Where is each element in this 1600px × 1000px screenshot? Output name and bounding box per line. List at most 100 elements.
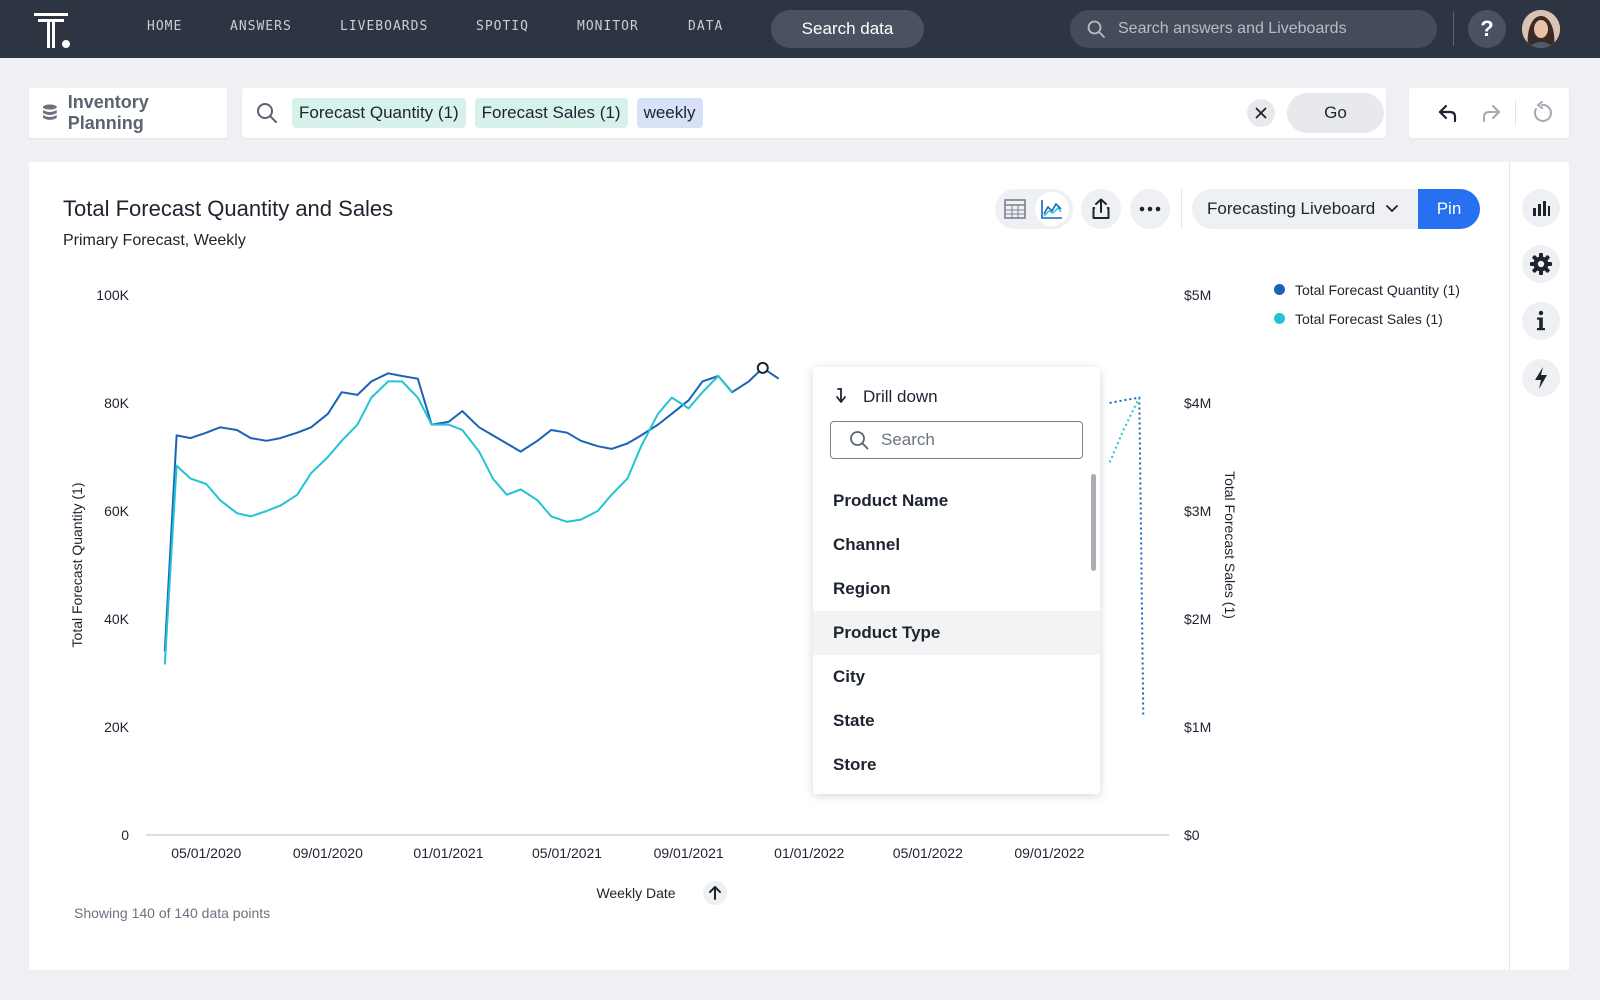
drill-down-title: Drill down — [863, 387, 938, 406]
spotiq-insights-button[interactable] — [1522, 359, 1560, 397]
y-tick-label: 60K — [104, 503, 130, 519]
x-tick-label: 09/01/2020 — [293, 845, 363, 861]
search-icon — [1087, 20, 1105, 38]
nav-spotiq[interactable]: SPOTIQ — [476, 19, 529, 34]
y2-tick-label: $0 — [1184, 827, 1200, 843]
y-tick-label: 100K — [96, 287, 129, 303]
help-button[interactable]: ? — [1468, 10, 1506, 48]
nav-liveboards[interactable]: LIVEBOARDS — [340, 19, 429, 34]
data-source-selector[interactable]: Inventory Planning — [29, 88, 227, 138]
more-options-button[interactable] — [1130, 189, 1170, 229]
search-token-weekly[interactable]: weekly — [636, 98, 703, 128]
share-button[interactable] — [1081, 189, 1121, 229]
legend-item-quantity[interactable]: Total Forecast Quantity (1) — [1274, 275, 1460, 304]
table-view-icon[interactable] — [1003, 197, 1027, 221]
y-tick-label: 40K — [104, 611, 130, 627]
answer-card: Total Forecast Quantity and Sales Primar… — [29, 162, 1509, 970]
nav-answers[interactable]: ANSWERS — [230, 19, 292, 34]
drill-search-input[interactable] — [881, 430, 1061, 450]
global-search-input[interactable] — [1118, 20, 1418, 38]
y-tick-label: 20K — [104, 719, 130, 735]
line-chart[interactable]: 0 20K 40K 60K 80K 100K $0 $1M $2M $3M $4M $5M 05/01/… — [29, 162, 1269, 922]
nav-monitor[interactable]: MONITOR — [577, 19, 639, 34]
drill-item-product-name[interactable]: Product Name — [833, 491, 949, 510]
projected-line-sales — [1108, 397, 1141, 463]
x-tick-label: 05/01/2021 — [532, 845, 602, 861]
chevron-down-icon — [1386, 205, 1399, 212]
search-token-forecast-quantity[interactable]: Forecast Quantity (1) — [292, 98, 466, 128]
legend-swatch-quantity — [1274, 284, 1285, 295]
info-button[interactable] — [1522, 302, 1560, 340]
line-chart-icon — [1041, 200, 1062, 219]
x-tick-label: 05/01/2020 — [171, 845, 241, 861]
undo-icon[interactable] — [1436, 101, 1460, 125]
avatar-image — [1522, 10, 1560, 48]
liveboard-selector[interactable]: Forecasting Liveboard — [1192, 189, 1418, 229]
history-controls — [1409, 88, 1569, 138]
user-avatar[interactable] — [1522, 10, 1560, 48]
go-button[interactable]: Go — [1287, 93, 1384, 133]
drill-item-channel[interactable]: Channel — [833, 535, 901, 554]
data-points-count: Showing 140 of 140 data points — [74, 905, 271, 921]
lightning-icon — [1535, 367, 1547, 389]
drill-item-city[interactable]: City — [833, 667, 866, 686]
drill-item-region[interactable]: Region — [833, 579, 891, 598]
projected-line-quantity — [1109, 396, 1145, 717]
answer-subtitle: Primary Forecast, Weekly — [63, 232, 246, 249]
x-axis-title: Weekly Date — [596, 885, 675, 901]
global-search-box[interactable] — [1070, 10, 1437, 48]
share-icon — [1092, 198, 1110, 219]
drill-list-scrollbar[interactable] — [1091, 474, 1096, 571]
y2-tick-label: $1M — [1184, 719, 1211, 735]
drill-down-header: Drill down — [835, 387, 938, 407]
history-divider — [1515, 100, 1516, 126]
bar-chart-icon — [1533, 201, 1550, 216]
y2-tick-label: $3M — [1184, 503, 1211, 519]
clear-search-button[interactable] — [1247, 99, 1275, 127]
thoughtspot-logo[interactable] — [32, 11, 72, 49]
chart-type-button[interactable] — [1522, 189, 1560, 227]
right-side-rail — [1509, 162, 1569, 970]
toolbar-divider — [1181, 189, 1182, 229]
x-tick-label: 09/01/2021 — [654, 845, 724, 861]
reset-icon[interactable] — [1530, 101, 1554, 125]
search-icon — [257, 103, 277, 123]
chart-view-button[interactable] — [1035, 192, 1069, 226]
y2-tick-label: $4M — [1184, 395, 1211, 411]
drill-item-product-type[interactable]: Product Type — [813, 611, 1100, 655]
pin-button[interactable]: Pin — [1418, 189, 1480, 229]
info-icon — [1537, 310, 1545, 331]
drill-item-state[interactable]: State — [833, 711, 875, 730]
nav-data[interactable]: DATA — [688, 19, 724, 34]
drill-down-arrow-icon — [836, 388, 846, 403]
search-token-forecast-sales[interactable]: Forecast Sales (1) — [474, 98, 628, 128]
data-source-name: Inventory Planning — [67, 92, 149, 133]
y2-tick-label: $5M — [1184, 287, 1211, 303]
view-toggle — [995, 189, 1073, 229]
selected-data-point — [756, 361, 769, 374]
x-tick-label: 01/01/2021 — [413, 845, 483, 861]
y-tick-label: 80K — [104, 395, 130, 411]
legend-label-sales: Total Forecast Sales (1) — [1295, 310, 1443, 327]
legend-item-sales[interactable]: Total Forecast Sales (1) — [1274, 304, 1460, 333]
answer-title[interactable]: Total Forecast Quantity and Sales — [63, 196, 394, 221]
more-icon — [1139, 206, 1161, 212]
legend-label-quantity: Total Forecast Quantity (1) — [1295, 281, 1460, 298]
drill-item-store[interactable]: Store — [833, 755, 877, 774]
drill-down-menu: Drill down Product Name Channel Region P… — [813, 367, 1100, 794]
redo-icon[interactable] — [1479, 101, 1503, 125]
y-axis-title: Total Forecast Quantity (1) — [69, 483, 85, 648]
y2-tick-label: $2M — [1184, 611, 1211, 627]
database-icon — [42, 104, 57, 120]
search-icon — [850, 431, 869, 450]
nav-divider — [1453, 12, 1454, 46]
legend-swatch-sales — [1274, 313, 1285, 324]
search-query-bar[interactable]: Forecast Quantity (1) Forecast Sales (1)… — [242, 88, 1386, 138]
nav-home[interactable]: HOME — [147, 19, 183, 34]
x-tick-label: 05/01/2022 — [893, 845, 963, 861]
search-data-button[interactable]: Search data — [771, 10, 924, 48]
gear-icon — [1530, 253, 1552, 275]
drill-search-box[interactable] — [830, 421, 1083, 459]
x-tick-label: 09/01/2022 — [1014, 845, 1084, 861]
settings-button[interactable] — [1522, 245, 1560, 283]
